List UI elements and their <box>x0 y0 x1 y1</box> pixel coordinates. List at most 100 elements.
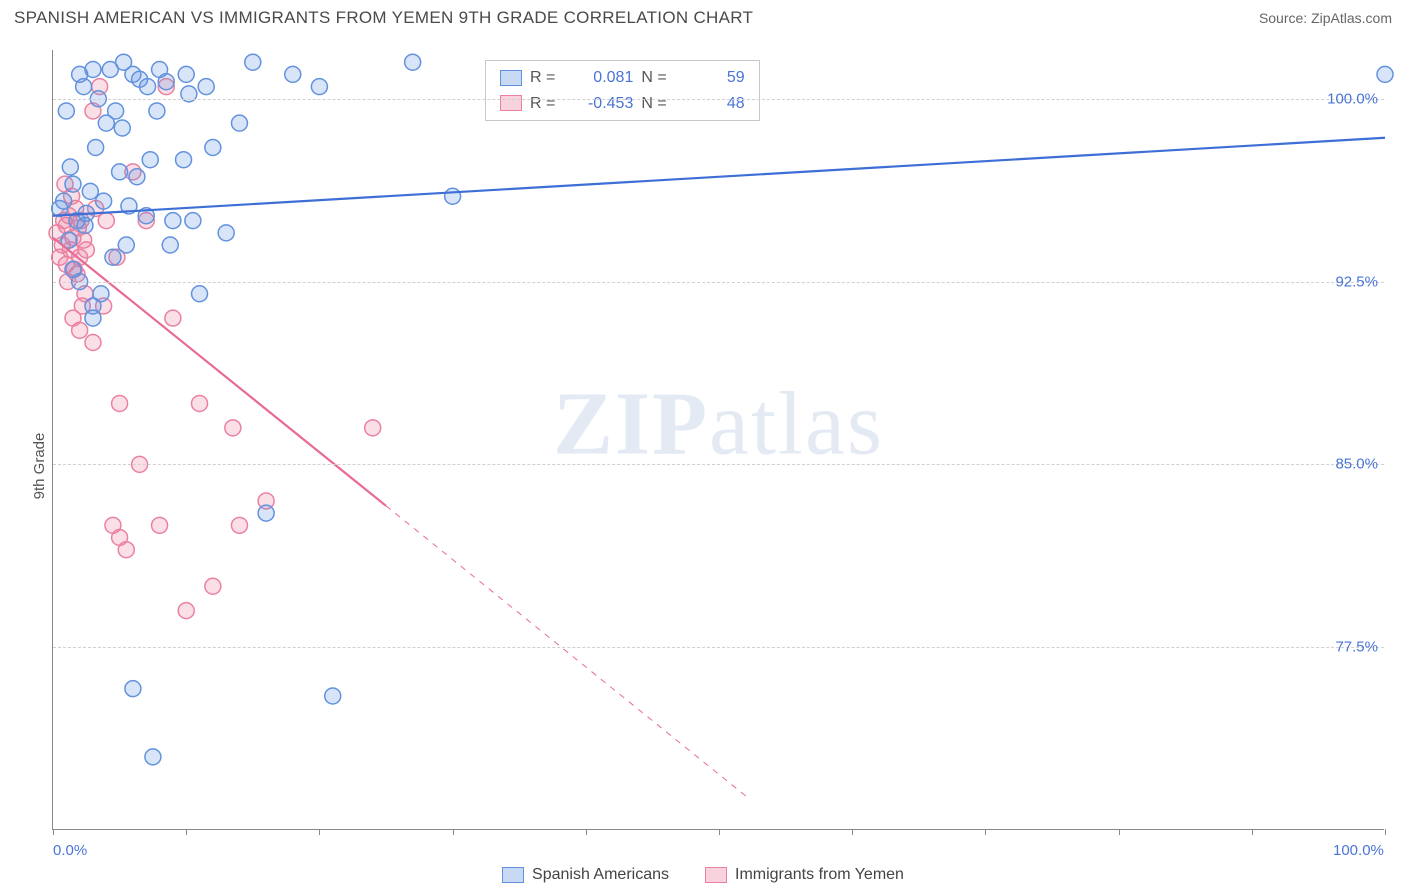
stats-legend-row: R = -0.453 N = 48 <box>500 91 745 117</box>
series-legend: Spanish Americans Immigrants from Yemen <box>0 866 1406 888</box>
x-tick <box>1119 829 1120 835</box>
data-point <box>85 335 101 351</box>
data-point <box>114 120 130 136</box>
data-point <box>311 79 327 95</box>
data-point <box>145 749 161 765</box>
gridline <box>53 99 1384 100</box>
data-point <box>93 286 109 302</box>
y-tick-label: 85.0% <box>1335 456 1378 473</box>
data-point <box>105 249 121 265</box>
data-point <box>96 193 112 209</box>
data-point <box>85 310 101 326</box>
legend-swatch <box>502 867 524 883</box>
data-point <box>325 688 341 704</box>
r-label: R = <box>530 91 555 117</box>
n-value: 48 <box>675 91 745 117</box>
data-point <box>85 62 101 78</box>
data-point <box>65 176 81 192</box>
data-point <box>108 103 124 119</box>
source-value: ZipAtlas.com <box>1311 10 1392 26</box>
data-point <box>112 164 128 180</box>
data-point <box>162 237 178 253</box>
data-point <box>165 310 181 326</box>
data-point <box>158 74 174 90</box>
x-tick-label: 0.0% <box>53 842 87 859</box>
x-tick <box>985 829 986 835</box>
data-point <box>165 213 181 229</box>
y-tick-label: 100.0% <box>1327 90 1378 107</box>
r-value: -0.453 <box>563 91 633 117</box>
x-tick <box>1252 829 1253 835</box>
data-point <box>205 578 221 594</box>
data-point <box>98 213 114 229</box>
data-point <box>72 322 88 338</box>
trend-line <box>53 238 386 506</box>
data-point <box>258 505 274 521</box>
x-tick-label: 100.0% <box>1333 842 1384 859</box>
r-value: 0.081 <box>563 65 633 91</box>
data-point <box>142 152 158 168</box>
data-point <box>112 395 128 411</box>
x-tick <box>586 829 587 835</box>
legend-swatch <box>500 70 522 86</box>
data-point <box>225 420 241 436</box>
data-point <box>149 103 165 119</box>
x-tick <box>319 829 320 835</box>
data-point <box>58 103 74 119</box>
data-point <box>231 517 247 533</box>
x-tick <box>186 829 187 835</box>
data-point <box>56 193 72 209</box>
data-point <box>178 603 194 619</box>
data-point <box>192 286 208 302</box>
data-point <box>76 79 92 95</box>
n-label: N = <box>641 65 666 91</box>
legend-label: Immigrants from Yemen <box>735 866 904 884</box>
legend-item: Spanish Americans <box>502 866 669 884</box>
data-point <box>205 140 221 156</box>
source-label: Source: <box>1259 10 1307 26</box>
stats-legend-row: R = 0.081 N = 59 <box>500 65 745 91</box>
data-point <box>218 225 234 241</box>
gridline <box>53 282 1384 283</box>
data-point <box>88 140 104 156</box>
gridline <box>53 647 1384 648</box>
y-tick-label: 92.5% <box>1335 273 1378 290</box>
data-point <box>285 66 301 82</box>
legend-item: Immigrants from Yemen <box>705 866 904 884</box>
data-point <box>140 79 156 95</box>
data-point <box>245 54 261 70</box>
data-point <box>62 159 78 175</box>
data-point <box>192 395 208 411</box>
x-tick <box>453 829 454 835</box>
n-value: 59 <box>675 65 745 91</box>
data-point <box>1377 66 1393 82</box>
data-point <box>198 79 214 95</box>
gridline <box>53 464 1384 465</box>
data-point <box>118 542 134 558</box>
legend-swatch <box>705 867 727 883</box>
data-point <box>152 517 168 533</box>
plot-area: ZIPatlas R =0.081N =59R =-0.453N =48 100… <box>52 50 1384 830</box>
page-title: SPANISH AMERICAN VS IMMIGRANTS FROM YEME… <box>14 8 753 28</box>
trend-line <box>386 506 746 796</box>
data-point <box>178 66 194 82</box>
data-point <box>118 237 134 253</box>
r-label: R = <box>530 65 555 91</box>
x-tick <box>1385 829 1386 835</box>
trend-line <box>53 138 1385 216</box>
x-tick <box>852 829 853 835</box>
data-point <box>445 188 461 204</box>
data-point <box>185 213 201 229</box>
x-tick <box>719 829 720 835</box>
data-point <box>231 115 247 131</box>
y-axis-label: 9th Grade <box>31 433 48 500</box>
data-point <box>176 152 192 168</box>
stats-legend: R = 0.081 N = 59 R = -0.453 N = 48 <box>485 60 760 121</box>
x-tick <box>53 829 54 835</box>
data-point <box>405 54 421 70</box>
data-point <box>82 183 98 199</box>
n-label: N = <box>641 91 666 117</box>
legend-label: Spanish Americans <box>532 866 669 884</box>
data-point <box>365 420 381 436</box>
y-tick-label: 77.5% <box>1335 639 1378 656</box>
